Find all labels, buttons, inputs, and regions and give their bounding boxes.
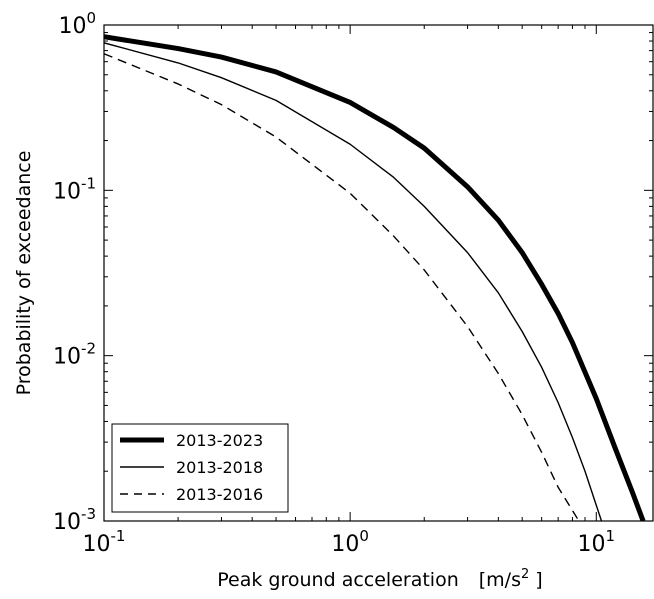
legend-label: 2013-2023 [176,431,263,450]
series-line-2013-2023 [104,34,646,521]
x-tick-label: 100 [331,527,369,557]
legend-label: 2013-2016 [176,485,263,504]
series-line-2013-2016 [104,53,580,521]
series-layer [104,34,646,521]
legend: 2013-2023 2013-2018 2013-2016 [111,423,289,513]
y-tick-label: 10-1 [53,174,96,204]
x-tick-label: 101 [578,527,616,557]
y-tick-label: 10-3 [53,505,96,535]
legend-label: 2013-2018 [176,458,263,477]
y-axis-title: Probability of exceedance [13,151,35,396]
x-tick-label: 10-1 [83,527,126,557]
plot-frame [103,24,654,522]
tick-layer: 10-1 100 101 100 10-1 10-2 10-3 [53,9,653,557]
y-tick-label: 100 [58,9,96,39]
x-axis-title: Peak ground acceleration [m/s2 ] [217,567,542,591]
series-line-2013-2018 [104,42,603,521]
y-tick-label: 10-2 [53,340,96,370]
